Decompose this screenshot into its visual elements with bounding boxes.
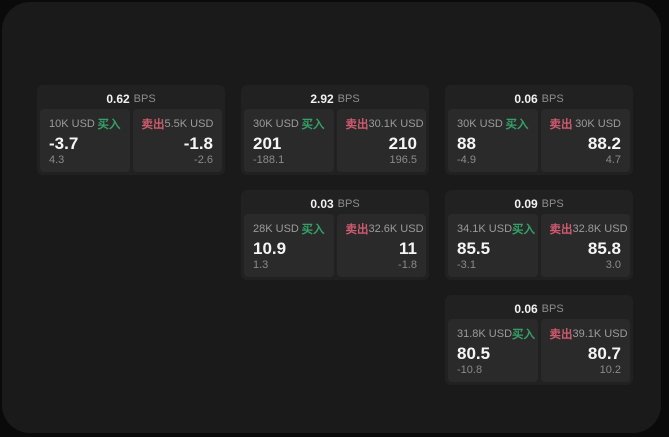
sell-side-label: 卖出 <box>345 119 369 131</box>
sell-amount-label: 30.1K USD <box>368 118 424 130</box>
buy-panel[interactable]: 34.1K USD 买入 85.5 -3.1 <box>448 214 538 277</box>
sell-delta-value: 196.5 <box>389 154 417 166</box>
bps-value: 0.03 <box>310 196 334 211</box>
sell-side-label: 卖出 <box>345 224 369 236</box>
bps-value: 0.09 <box>514 196 538 211</box>
buy-price-value: -3.7 <box>49 134 79 153</box>
buy-amount-label: 28K USD <box>253 223 299 235</box>
buy-panel[interactable]: 30K USD 买入 88 -4.9 <box>448 109 538 172</box>
buy-delta-value: -3.1 <box>457 259 476 271</box>
quote-card: 0.62 BPS 10K USD 买入 -3.7 4.3 卖出 5.5K USD… <box>37 85 225 175</box>
sell-delta-value: 3.0 <box>605 259 621 271</box>
bps-unit-label: BPS <box>337 197 360 210</box>
buy-panel[interactable]: 10K USD 买入 -3.7 4.3 <box>40 109 130 172</box>
quote-card: 0.06 BPS 31.8K USD 买入 80.5 -10.8 卖出 39.1… <box>445 295 633 385</box>
buy-side-label: 买入 <box>301 224 325 236</box>
sell-side-label: 卖出 <box>549 224 573 236</box>
quote-card: 2.92 BPS 30K USD 买入 201 -188.1 卖出 30.1K … <box>241 85 429 175</box>
buy-delta-value: -10.8 <box>457 364 483 376</box>
quote-card: 0.03 BPS 28K USD 买入 10.9 1.3 卖出 32.6K US… <box>241 190 429 280</box>
sell-panel[interactable]: 卖出 39.1K USD 80.7 10.2 <box>540 319 630 382</box>
bps-header: 0.06 BPS <box>448 298 630 319</box>
buy-delta-value: 4.3 <box>49 154 65 166</box>
sell-delta-value: 10.2 <box>599 364 621 376</box>
bps-header: 0.06 BPS <box>448 88 630 109</box>
bps-header: 0.62 BPS <box>40 88 222 109</box>
buy-price-value: 10.9 <box>253 239 287 258</box>
sell-amount-label: 32.8K USD <box>572 223 628 235</box>
sell-price-value: 88.2 <box>587 134 621 153</box>
buy-price-value: 80.5 <box>457 344 491 363</box>
sell-panel[interactable]: 卖出 30.1K USD 210 196.5 <box>336 109 426 172</box>
bps-unit-label: BPS <box>541 302 564 315</box>
bps-value: 0.06 <box>514 301 538 316</box>
sell-amount-label: 30K USD <box>575 118 621 130</box>
sell-price-value: 80.7 <box>587 344 621 363</box>
sell-side-label: 卖出 <box>549 329 573 341</box>
buy-amount-label: 30K USD <box>253 118 299 130</box>
sell-delta-value: 4.7 <box>605 154 621 166</box>
sell-delta-value: -2.6 <box>194 154 213 166</box>
buy-amount-label: 34.1K USD <box>457 223 513 235</box>
app-window: 0.62 BPS 10K USD 买入 -3.7 4.3 卖出 5.5K USD… <box>2 2 661 433</box>
buy-side-label: 买入 <box>97 119 121 131</box>
buy-delta-value: -188.1 <box>253 154 285 166</box>
buy-panel[interactable]: 30K USD 买入 201 -188.1 <box>244 109 334 172</box>
buy-amount-label: 10K USD <box>49 118 95 130</box>
buy-price-value: 201 <box>253 134 282 153</box>
bps-unit-label: BPS <box>541 92 564 105</box>
bps-unit-label: BPS <box>541 197 564 210</box>
buy-side-label: 买入 <box>301 119 325 131</box>
bps-value: 0.62 <box>106 91 130 106</box>
buy-side-label: 买入 <box>512 329 536 341</box>
bps-unit-label: BPS <box>337 92 360 105</box>
buy-side-label: 买入 <box>505 119 529 131</box>
bps-header: 0.03 BPS <box>244 193 426 214</box>
buy-amount-label: 31.8K USD <box>457 328 513 340</box>
sell-side-label: 卖出 <box>141 119 165 131</box>
sell-panel[interactable]: 卖出 32.8K USD 85.8 3.0 <box>540 214 630 277</box>
bps-unit-label: BPS <box>133 92 156 105</box>
buy-price-value: 88 <box>457 134 476 153</box>
buy-delta-value: 1.3 <box>253 259 269 271</box>
sell-panel[interactable]: 卖出 30K USD 88.2 4.7 <box>540 109 630 172</box>
sell-price-value: 210 <box>388 134 417 153</box>
sell-price-value: 85.8 <box>587 239 621 258</box>
sell-panel[interactable]: 卖出 5.5K USD -1.8 -2.6 <box>132 109 222 172</box>
bps-header: 0.09 BPS <box>448 193 630 214</box>
sell-price-value: 11 <box>399 239 417 258</box>
buy-price-value: 85.5 <box>457 239 491 258</box>
sell-delta-value: -1.8 <box>398 259 417 271</box>
bps-value: 2.92 <box>310 91 334 106</box>
quote-card: 0.06 BPS 30K USD 买入 88 -4.9 卖出 30K USD 8… <box>445 85 633 175</box>
sell-side-label: 卖出 <box>549 119 573 131</box>
buy-side-label: 买入 <box>512 224 536 236</box>
sell-panel[interactable]: 卖出 32.6K USD 11 -1.8 <box>336 214 426 277</box>
sell-amount-label: 32.6K USD <box>368 223 424 235</box>
buy-delta-value: -4.9 <box>457 154 476 166</box>
sell-amount-label: 5.5K USD <box>164 118 214 130</box>
bps-value: 0.06 <box>514 91 538 106</box>
quote-card: 0.09 BPS 34.1K USD 买入 85.5 -3.1 卖出 32.8K… <box>445 190 633 280</box>
sell-price-value: -1.8 <box>183 134 213 153</box>
buy-amount-label: 30K USD <box>457 118 503 130</box>
bps-header: 2.92 BPS <box>244 88 426 109</box>
sell-amount-label: 39.1K USD <box>572 328 628 340</box>
buy-panel[interactable]: 31.8K USD 买入 80.5 -10.8 <box>448 319 538 382</box>
buy-panel[interactable]: 28K USD 买入 10.9 1.3 <box>244 214 334 277</box>
